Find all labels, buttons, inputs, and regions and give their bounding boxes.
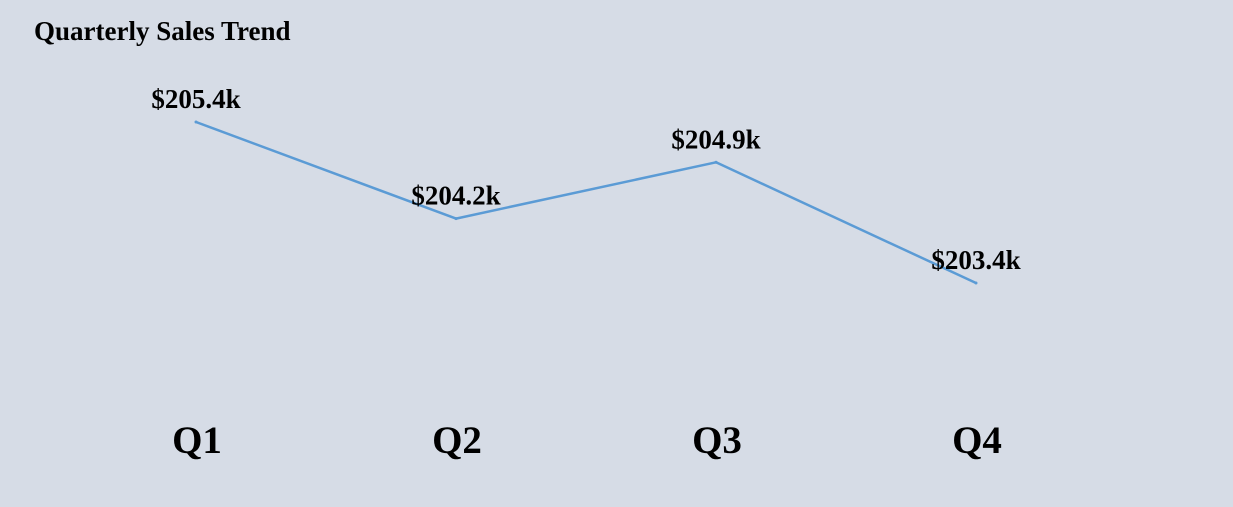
x-axis-ticks: Q1 Q2 Q3 Q4: [172, 419, 1002, 462]
data-point: [454, 217, 458, 221]
x-tick-label: Q4: [952, 419, 1002, 462]
data-label: $203.4k: [931, 245, 1020, 275]
data-point: [974, 281, 978, 285]
x-tick-label: Q3: [692, 419, 742, 462]
chart-title: Quarterly Sales Trend: [34, 16, 291, 46]
data-labels-layer: $205.4k $204.2k $204.9k $203.4k: [151, 84, 1020, 275]
data-label: $205.4k: [151, 84, 240, 114]
data-label: $204.9k: [671, 124, 760, 154]
x-tick-label: Q2: [432, 419, 482, 462]
data-label: $204.2k: [411, 181, 500, 211]
x-tick-label: Q1: [172, 419, 222, 462]
series-layer: [194, 120, 978, 285]
data-point: [714, 160, 718, 164]
series-line: [195, 120, 977, 285]
data-point: [194, 120, 198, 124]
